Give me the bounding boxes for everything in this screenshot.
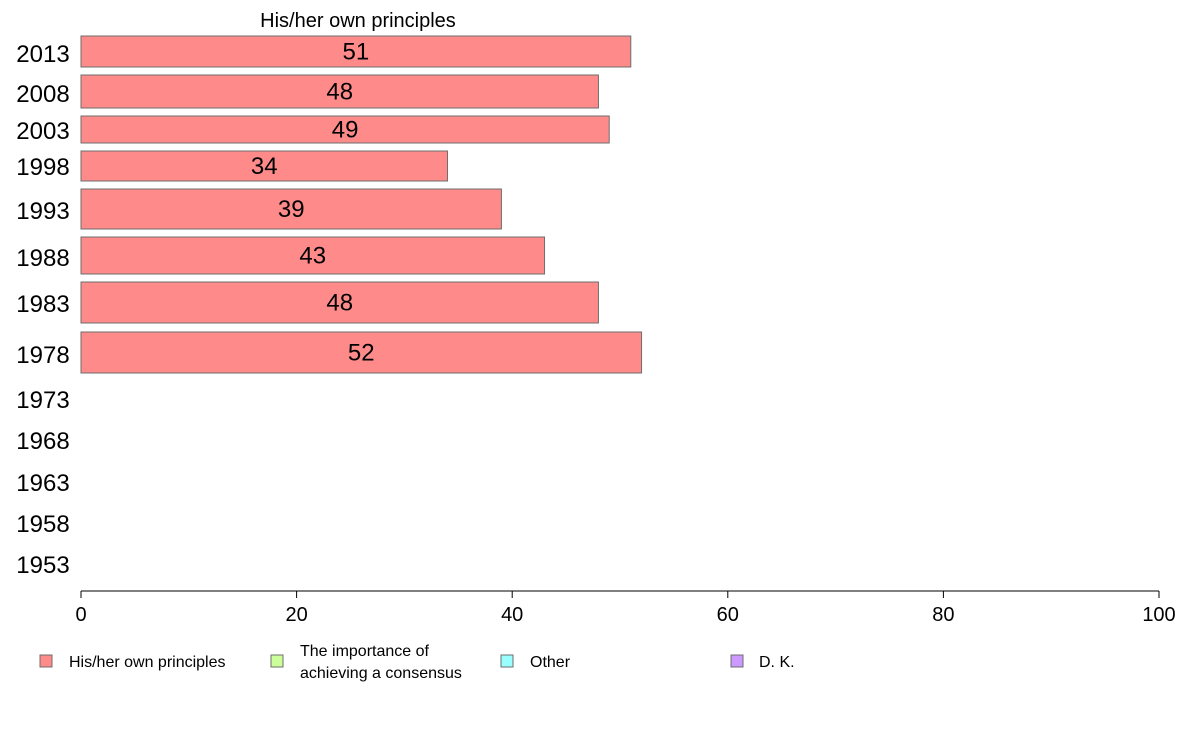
- bar-1993: [80, 188, 502, 230]
- legend-label: Other: [530, 654, 571, 671]
- year-label-1953: 1953: [16, 552, 69, 579]
- x-tick-label-80: 80: [932, 604, 954, 626]
- value-label-1978: 52: [348, 340, 375, 367]
- x-axis: 0 20 40 60 80 100: [75, 590, 1176, 626]
- bar-2003: [80, 115, 610, 144]
- year-label-1973: 1973: [16, 387, 69, 414]
- legend-label: D. K.: [759, 654, 795, 671]
- bar-1983: [80, 281, 599, 324]
- year-label-1998: 1998: [16, 154, 69, 181]
- value-label-2013: 51: [343, 39, 370, 66]
- value-label-1983: 48: [326, 290, 353, 317]
- value-label-1993: 39: [278, 196, 305, 223]
- legend-label: His/her own principles: [69, 654, 226, 671]
- value-label-2003: 49: [332, 117, 359, 144]
- year-labels-group: 2013 2008 2003 1998 1993 1988 1983 1978 1973 1968…: [16, 41, 69, 579]
- x-tick-label-20: 20: [285, 604, 307, 626]
- value-label-1998: 34: [251, 153, 278, 180]
- legend-item-4: D. K.: [730, 654, 795, 671]
- value-label-1988: 43: [299, 243, 326, 270]
- bar-1978: [80, 331, 643, 374]
- legend-swatch: [270, 654, 284, 668]
- legend-swatch: [730, 654, 744, 668]
- x-tick-label-100: 100: [1142, 604, 1175, 626]
- legend-label-line-2: achieving a consensus: [300, 665, 462, 682]
- legend-item-1: His/her own principles: [39, 654, 226, 671]
- bar-2013: [80, 35, 632, 68]
- bar-1988: [80, 236, 546, 275]
- year-label-1988: 1988: [16, 245, 69, 272]
- x-tick-label-60: 60: [717, 604, 739, 626]
- year-label-1963: 1963: [16, 470, 69, 497]
- value-label-2008: 48: [326, 79, 353, 106]
- bar-1998: [80, 150, 449, 182]
- series-title: His/her own principles: [260, 10, 456, 32]
- legend-item-3: Other: [500, 654, 571, 671]
- legend-swatch: [500, 654, 514, 668]
- legend-item-2: The importance of achieving a consensus: [270, 643, 462, 682]
- legend-label-line-1: The importance of: [300, 643, 430, 660]
- legend: His/her own principles The importance of a…: [39, 643, 795, 682]
- year-label-1958: 1958: [16, 511, 69, 538]
- year-label-2013: 2013: [16, 41, 69, 68]
- year-label-1968: 1968: [16, 428, 69, 455]
- x-tick-label-0: 0: [75, 604, 86, 626]
- year-label-2003: 2003: [16, 118, 69, 145]
- year-label-1978: 1978: [16, 342, 69, 369]
- year-label-1993: 1993: [16, 198, 69, 225]
- year-label-1983: 1983: [16, 291, 69, 318]
- x-tick-label-40: 40: [501, 604, 523, 626]
- legend-swatch: [39, 654, 53, 668]
- bar-2008: [80, 74, 599, 109]
- year-label-2008: 2008: [16, 81, 69, 108]
